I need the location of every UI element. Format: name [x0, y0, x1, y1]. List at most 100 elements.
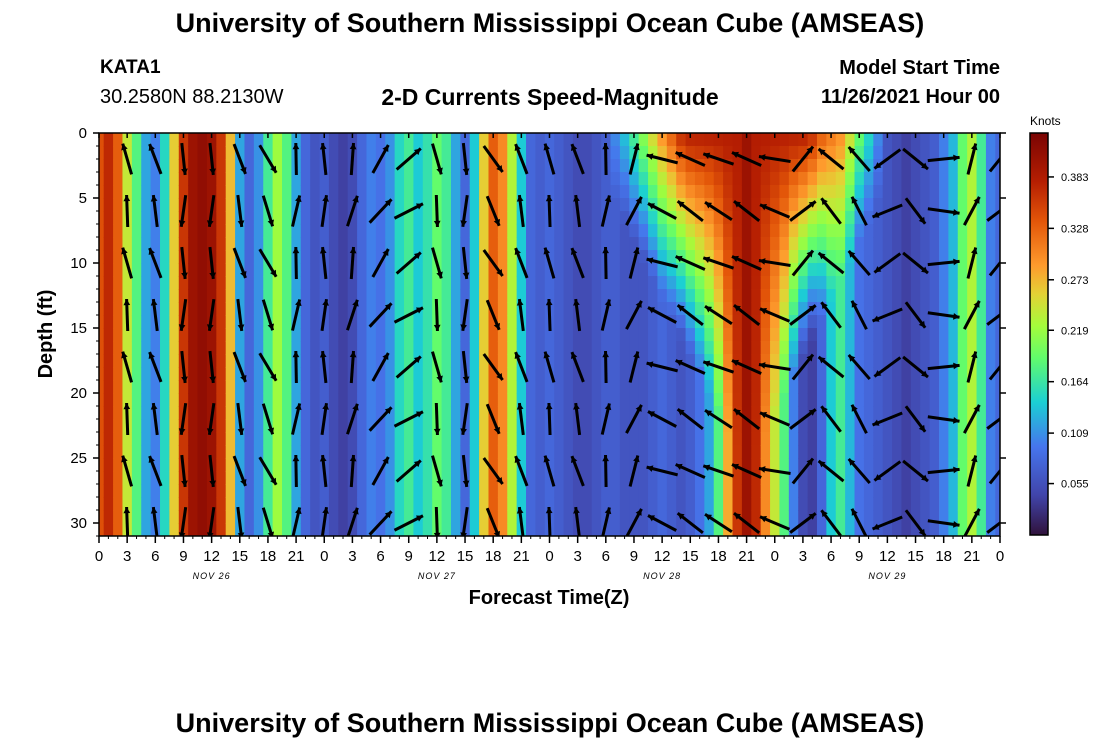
current-arrow	[602, 246, 609, 280]
heatmap-cell	[976, 406, 987, 420]
heatmap-cell	[929, 185, 940, 199]
heatmap-cell	[516, 276, 527, 290]
arrow-head	[352, 403, 359, 411]
heatmap-cell	[291, 419, 302, 433]
heatmap-cell	[441, 523, 452, 536]
heatmap-cell	[450, 367, 461, 381]
heatmap-cell	[413, 471, 424, 485]
heatmap-cell	[638, 302, 649, 316]
heatmap-cell	[648, 380, 659, 394]
heatmap-cell	[479, 510, 490, 524]
heatmap-cell	[704, 224, 715, 238]
heatmap-cell	[263, 419, 274, 433]
heatmap-cell	[544, 380, 555, 394]
heatmap-cell	[957, 133, 968, 147]
heatmap-cell	[272, 237, 283, 251]
heatmap-cell	[638, 133, 649, 147]
heatmap-cell	[563, 224, 574, 238]
heatmap-cell	[938, 146, 949, 160]
heatmap-cell	[99, 393, 105, 407]
heatmap-cell	[441, 146, 452, 160]
heatmap-cell	[629, 237, 640, 251]
heatmap-cell	[788, 328, 799, 342]
heatmap-cell	[272, 406, 283, 420]
heatmap-cell	[150, 276, 161, 290]
arrow-head	[703, 152, 711, 159]
heatmap-cell	[300, 302, 311, 316]
heatmap-cell	[845, 393, 856, 407]
heatmap-cell	[366, 315, 377, 329]
heatmap-cell	[225, 133, 236, 147]
heatmap-cell	[328, 224, 339, 238]
heatmap-cell	[723, 172, 734, 186]
arrow-head	[384, 303, 392, 311]
arrow-head	[703, 360, 711, 367]
heatmap-cell	[253, 159, 264, 173]
current-arrow	[704, 513, 733, 533]
heatmap-cell	[450, 276, 461, 290]
heatmap-cell	[610, 367, 621, 381]
arrow-head	[148, 352, 155, 360]
heatmap-cell	[422, 328, 433, 342]
heatmap-cell	[122, 263, 133, 277]
current-arrow	[628, 247, 640, 279]
current-arrow	[871, 203, 903, 219]
heatmap-cell	[479, 302, 490, 316]
heatmap-cell	[863, 250, 874, 264]
heatmap-cell	[751, 432, 762, 446]
heatmap-cell	[160, 497, 170, 511]
heatmap-cell	[854, 445, 865, 459]
heatmap-cell	[694, 380, 705, 394]
heatmap-cell	[366, 419, 377, 433]
current-arrow	[320, 402, 329, 436]
colorbar-tick-label: 0.164	[1061, 377, 1089, 389]
heatmap-cell	[929, 380, 940, 394]
heatmap-cell	[160, 510, 170, 524]
heatmap-cell	[751, 276, 762, 290]
heatmap-cell	[610, 133, 621, 147]
heatmap-cell	[432, 159, 443, 173]
heatmap-cell	[216, 419, 227, 433]
heatmap-cell	[488, 172, 499, 186]
heatmap-cell	[948, 211, 959, 225]
heatmap-cell	[253, 484, 264, 498]
heatmap-cell	[113, 380, 124, 394]
heatmap-cell	[328, 250, 339, 264]
heatmap-cell	[582, 133, 593, 147]
heatmap-cell	[460, 172, 471, 186]
heatmap-cell	[713, 250, 724, 264]
heatmap-cell	[826, 276, 837, 290]
heatmap-cell	[826, 250, 837, 264]
current-arrow	[148, 247, 163, 279]
heatmap-cell	[648, 523, 659, 536]
heatmap-cell	[319, 445, 330, 459]
heatmap-cell	[450, 315, 461, 329]
heatmap-cell	[995, 497, 1000, 511]
heatmap-cell	[413, 523, 424, 536]
heatmap-cell	[648, 237, 659, 251]
heatmap-cell	[657, 172, 668, 186]
heatmap-cell	[450, 133, 461, 147]
heatmap-cell	[788, 224, 799, 238]
heatmap-cell	[385, 406, 396, 420]
y-tick-label: 5	[79, 190, 87, 207]
arrow-head	[415, 411, 423, 418]
arrow-head	[921, 266, 928, 274]
heatmap-cell	[657, 185, 668, 199]
heatmap-cell	[99, 159, 105, 173]
heatmap-cell	[619, 237, 630, 251]
heatmap-cell	[835, 302, 846, 316]
heatmap-cell	[310, 432, 321, 446]
heatmap-cell	[770, 237, 781, 251]
heatmap-cell	[920, 406, 931, 420]
arrow-head	[493, 530, 500, 536]
heatmap-cell	[929, 484, 940, 498]
heatmap-cell	[282, 523, 293, 536]
heatmap-cell	[497, 484, 508, 498]
heatmap-cell	[113, 419, 124, 433]
heatmap-cell	[469, 276, 480, 290]
current-arrow	[460, 506, 469, 536]
heatmap-cell	[779, 302, 790, 316]
heatmap-cell	[826, 302, 837, 316]
heatmap-cell	[582, 289, 593, 303]
